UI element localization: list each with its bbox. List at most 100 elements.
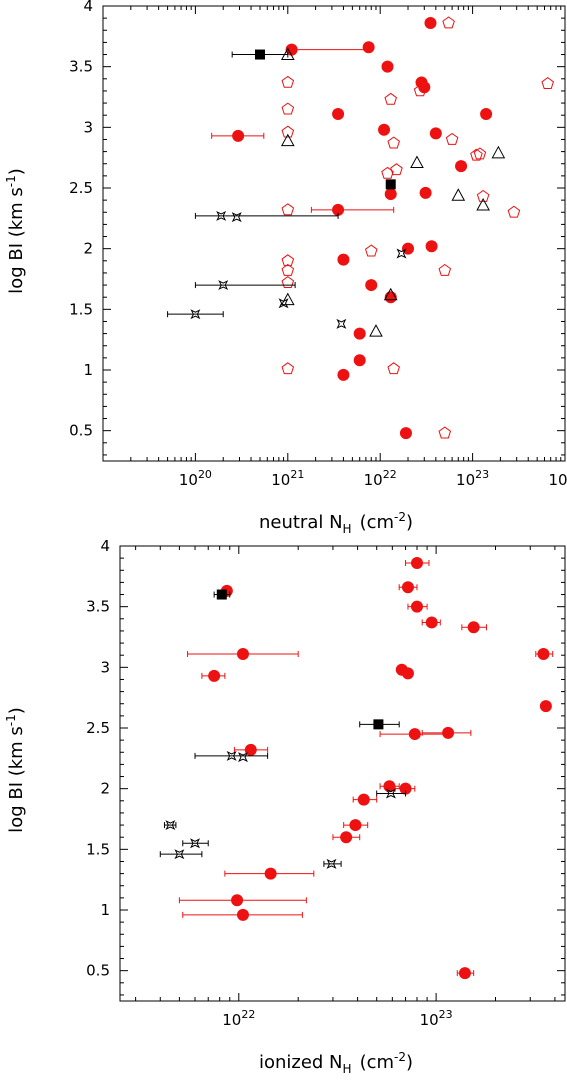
y-tick-label: 2	[100, 780, 110, 798]
y-tick-label: 1.5	[69, 300, 93, 318]
open-pentagon-marker	[387, 362, 400, 375]
y-tick-label: 1	[83, 361, 93, 379]
open-star-marker	[216, 210, 227, 221]
filled-circle-marker	[353, 327, 366, 340]
y-axis-label: log BI (km s-1)	[4, 168, 27, 294]
open-pentagon-marker	[541, 77, 555, 90]
x-tick-label: 1024	[548, 468, 567, 489]
filled-circle-series	[211, 16, 493, 440]
x-tick-label: 1023	[420, 1008, 453, 1029]
open-triangle-marker	[383, 287, 398, 301]
filled-circle-marker	[455, 160, 468, 173]
filled-circle-marker	[425, 616, 438, 629]
filled-circle-marker	[384, 188, 397, 201]
filled-circle-marker	[236, 647, 249, 660]
filled-circle-marker	[401, 667, 414, 680]
filled-circle-marker	[399, 427, 412, 440]
open-star-marker	[190, 309, 201, 320]
open-pentagon-marker	[473, 147, 487, 160]
filled-circle-marker	[231, 894, 244, 907]
filled-circle-marker	[425, 240, 438, 253]
x-tick-label: 1023	[456, 468, 489, 489]
y-tick-label: 2.5	[86, 719, 110, 737]
open-pentagon-marker	[470, 148, 483, 161]
open-star-series	[167, 210, 407, 329]
filled-circle-marker	[408, 728, 421, 741]
x-tick-label: 1020	[179, 468, 212, 489]
open-pentagon-marker	[413, 84, 427, 97]
x-tick-label: 1021	[271, 468, 304, 489]
filled-circle-marker	[357, 793, 370, 806]
filled-circle-marker	[236, 908, 249, 921]
open-pentagon-marker	[390, 163, 403, 176]
filled-circle-marker	[429, 127, 442, 140]
open-pentagon-marker	[281, 203, 295, 216]
y-tick-label: 4	[83, 0, 93, 15]
open-star-marker	[226, 750, 237, 761]
x-axis-label: ionized NH (cm-2)	[259, 1050, 413, 1076]
y-tick-label: 2	[83, 240, 93, 258]
filled-square-series	[213, 589, 400, 730]
y-tick-label: 2.5	[69, 179, 93, 197]
filled-circle-series	[178, 556, 554, 980]
open-triangle-marker	[369, 324, 383, 337]
filled-circle-marker	[458, 967, 471, 980]
filled-circle-marker	[410, 556, 423, 569]
open-pentagon-marker	[281, 75, 295, 88]
open-star-marker	[336, 318, 347, 329]
filled-circle-marker	[378, 123, 391, 136]
open-triangle-series	[280, 47, 506, 337]
y-tick-label: 1	[100, 901, 110, 919]
open-pentagon-marker	[281, 102, 295, 115]
filled-circle-marker	[467, 621, 480, 634]
y-tick-label: 0.5	[69, 422, 93, 440]
filled-circle-marker	[539, 700, 552, 713]
x-tick-label: 1022	[364, 468, 397, 489]
filled-circle-marker	[332, 203, 345, 216]
filled-square-marker	[373, 719, 384, 730]
open-pentagon-marker	[507, 205, 521, 218]
open-pentagon-marker	[438, 263, 452, 276]
filled-square-series	[231, 49, 396, 190]
open-star-marker	[174, 849, 185, 860]
open-pentagon-marker	[438, 426, 452, 439]
filled-circle-marker	[332, 107, 345, 120]
filled-circle-marker	[401, 581, 414, 594]
filled-circle-marker	[480, 107, 493, 120]
y-axis-label: log BI (km s-1)	[4, 707, 27, 833]
plot-frame	[102, 5, 566, 462]
open-star-marker	[231, 212, 242, 223]
filled-circle-marker	[337, 368, 350, 381]
filled-circle-marker	[419, 186, 432, 199]
open-star-marker	[218, 280, 229, 291]
filled-square-marker	[254, 49, 265, 60]
open-pentagon-marker	[364, 244, 378, 257]
open-pentagon-marker	[387, 136, 400, 149]
open-triangle-marker	[451, 188, 466, 201]
open-star-marker	[165, 820, 176, 831]
filled-circle-marker	[264, 867, 277, 880]
filled-circle-marker	[365, 279, 378, 292]
filled-circle-marker	[402, 242, 415, 255]
open-pentagon-marker	[381, 166, 394, 179]
x-tick-label: 1022	[222, 1008, 255, 1029]
filled-circle-marker	[418, 81, 431, 94]
plot-frame	[119, 545, 566, 1002]
filled-circle-marker	[424, 16, 437, 29]
open-star-marker	[326, 858, 337, 869]
ionized-nh-panel: log BI (km s-1) ionized NH (cm-2) 1022 102…	[4, 537, 566, 1076]
y-tick-label: 3.5	[86, 598, 110, 616]
filled-circle-marker	[208, 669, 221, 682]
open-triangle-marker	[410, 155, 424, 169]
filled-circle-marker	[537, 647, 550, 660]
open-triangle-marker	[491, 145, 506, 159]
open-pentagon-marker	[281, 276, 295, 288]
open-triangle-marker	[476, 197, 490, 211]
open-triangle-marker	[280, 133, 295, 147]
filled-circle-marker	[232, 129, 245, 142]
open-star-marker	[396, 248, 407, 259]
open-pentagon-series	[281, 16, 555, 439]
open-pentagon-marker	[384, 92, 398, 105]
filled-circle-marker	[337, 253, 350, 266]
